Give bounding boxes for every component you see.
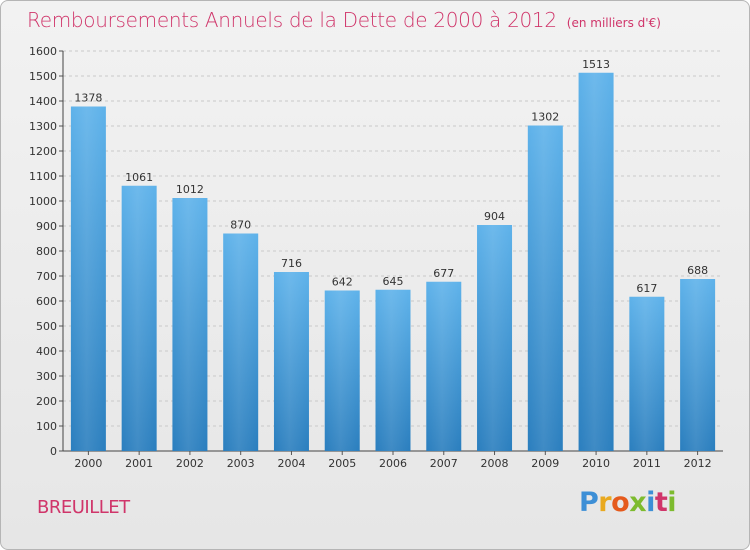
bar-value-label: 677 [433, 267, 454, 280]
x-tick-label: 2002 [176, 457, 204, 470]
bar-value-label: 1061 [125, 171, 153, 184]
bar-highlight [273, 272, 309, 451]
y-tick-label: 900 [36, 220, 57, 233]
x-tick-label: 2003 [227, 457, 255, 470]
bar-highlight [527, 125, 563, 451]
y-tick-label: 1400 [29, 95, 57, 108]
bar-value-label: 642 [332, 276, 353, 289]
x-tick-label: 2010 [582, 457, 610, 470]
logo-letter: o [611, 487, 630, 518]
x-tick-label: 2007 [430, 457, 458, 470]
y-tick-label: 700 [36, 270, 57, 283]
bar-highlight [477, 225, 513, 451]
logo-letter: P [579, 487, 599, 518]
bar-value-label: 1378 [74, 92, 102, 105]
y-tick-label: 1500 [29, 70, 57, 83]
chart-unit-text: (en milliers d'€) [566, 16, 661, 30]
bar-value-label: 688 [687, 264, 708, 277]
y-tick-label: 300 [36, 370, 57, 383]
logo-letter: t [654, 487, 668, 518]
bar-highlight [223, 233, 259, 451]
y-tick-label: 0 [50, 445, 57, 458]
y-tick-label: 400 [36, 345, 57, 358]
y-tick-label: 600 [36, 295, 57, 308]
chart-title-text: Remboursements Annuels de la Dette de 20… [27, 8, 557, 32]
y-tick-label: 1600 [29, 45, 57, 58]
bar-value-label: 716 [281, 257, 302, 270]
bar-value-label: 1513 [582, 58, 610, 71]
x-tick-label: 2005 [328, 457, 356, 470]
y-tick-label: 1300 [29, 120, 57, 133]
x-tick-label: 2008 [481, 457, 509, 470]
x-tick-label: 2011 [633, 457, 661, 470]
y-tick-label: 800 [36, 245, 57, 258]
x-tick-label: 2000 [74, 457, 102, 470]
bar-value-label: 870 [230, 219, 251, 232]
y-tick-label: 100 [36, 420, 57, 433]
bar-highlight [680, 279, 716, 451]
bar-highlight [324, 290, 360, 451]
bar-value-label: 617 [636, 282, 657, 295]
x-tick-label: 2004 [277, 457, 305, 470]
y-tick-label: 200 [36, 395, 57, 408]
logo-letter: x [629, 487, 647, 518]
bar-value-label: 1012 [176, 183, 204, 196]
bar-value-label: 904 [484, 210, 505, 223]
y-tick-label: 1000 [29, 195, 57, 208]
bar-highlight [629, 296, 665, 451]
commune-name: BREUILLET [37, 497, 130, 518]
proxiti-logo: Proxiti [579, 487, 677, 518]
chart-title: Remboursements Annuels de la Dette de 20… [27, 8, 661, 32]
logo-letter: r [598, 487, 612, 518]
bar-value-label: 1302 [531, 111, 559, 124]
bar-highlight [578, 72, 614, 451]
bar-highlight [172, 198, 208, 451]
x-tick-label: 2001 [125, 457, 153, 470]
bar-highlight [375, 289, 411, 451]
x-tick-label: 2006 [379, 457, 407, 470]
bar-highlight [426, 281, 462, 451]
x-tick-label: 2009 [531, 457, 559, 470]
y-tick-label: 1200 [29, 145, 57, 158]
y-tick-label: 500 [36, 320, 57, 333]
y-tick-label: 1100 [29, 170, 57, 183]
x-tick-label: 2012 [684, 457, 712, 470]
logo-letter: i [667, 487, 677, 518]
bar-layer [70, 72, 716, 451]
bar-highlight [70, 106, 106, 451]
bar-highlight [121, 185, 157, 451]
label-layer: 1378 1061 1012 870 716 642 645 677 904 1302 1513 61… [74, 58, 708, 295]
bar-value-label: 645 [383, 275, 404, 288]
logo-letter: i [646, 487, 655, 518]
